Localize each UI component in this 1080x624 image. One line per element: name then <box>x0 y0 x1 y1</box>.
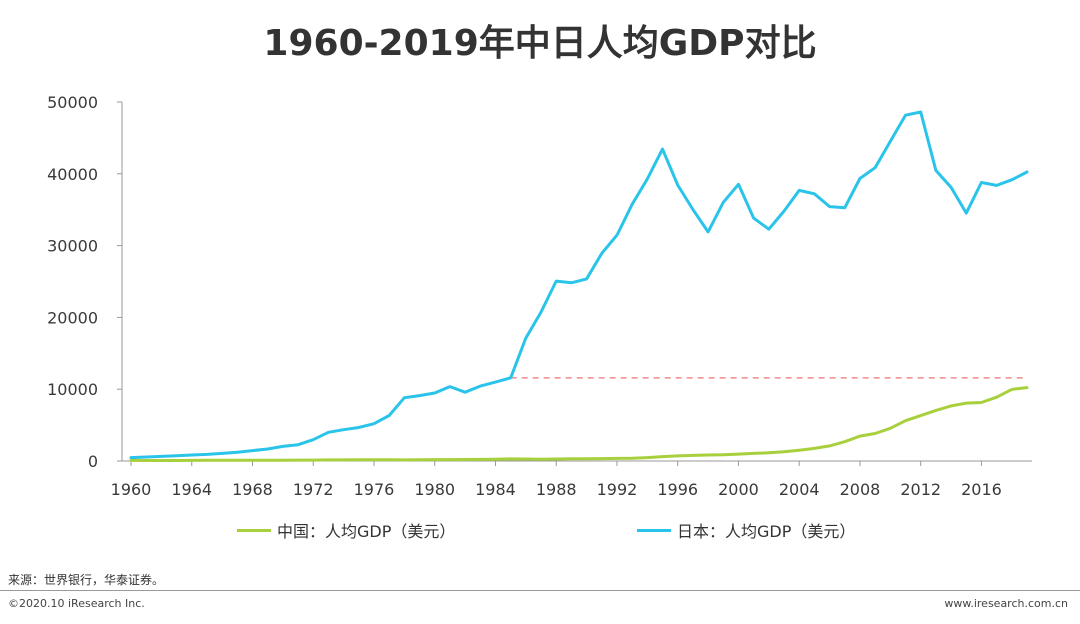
footer-divider <box>0 590 1080 591</box>
x-tick-label: 1984 <box>475 480 516 499</box>
x-tick-label: 1976 <box>354 480 395 499</box>
website-url: www.iresearch.com.cn <box>944 597 1068 610</box>
x-tick-label: 1980 <box>414 480 455 499</box>
y-tick-label: 0 <box>88 452 98 471</box>
legend-japan-label: 日本：人均GDP（美元） <box>677 522 856 541</box>
x-tick-label: 1964 <box>171 480 212 499</box>
x-tick-label: 1996 <box>657 480 698 499</box>
y-tick-label: 30000 <box>47 237 98 256</box>
x-tick-label: 1968 <box>232 480 273 499</box>
y-tick-label: 20000 <box>47 308 98 327</box>
x-tick-label: 2000 <box>718 480 759 499</box>
x-tick-label: 2012 <box>900 480 941 499</box>
x-tick-label: 1988 <box>536 480 577 499</box>
x-tick-label: 1972 <box>293 480 334 499</box>
legend-china-swatch <box>237 528 271 532</box>
legend-china-label: 中国：人均GDP（美元） <box>277 522 456 541</box>
series-line-china <box>129 386 1029 462</box>
legend-japan: 日本：人均GDP（美元） <box>637 518 855 542</box>
y-tick-label: 10000 <box>47 380 98 399</box>
x-tick-label: 1960 <box>111 480 152 499</box>
y-tick-label: 40000 <box>47 165 98 184</box>
copyright: ©2020.10 iResearch Inc. <box>8 597 145 610</box>
legend-china: 中国：人均GDP（美元） <box>237 518 455 542</box>
chart-title: 1960-2019年中日人均GDP对比 <box>263 23 817 64</box>
x-tick-label: 2004 <box>779 480 820 499</box>
x-tick-label: 1992 <box>597 480 638 499</box>
source-note: 来源：世界银行，华泰证券。 <box>8 573 165 587</box>
y-tick-label: 50000 <box>47 93 98 112</box>
x-tick-label: 2016 <box>961 480 1002 499</box>
series-line-japan <box>129 110 1029 460</box>
x-tick-label: 2008 <box>840 480 881 499</box>
legend-japan-swatch <box>637 528 671 532</box>
